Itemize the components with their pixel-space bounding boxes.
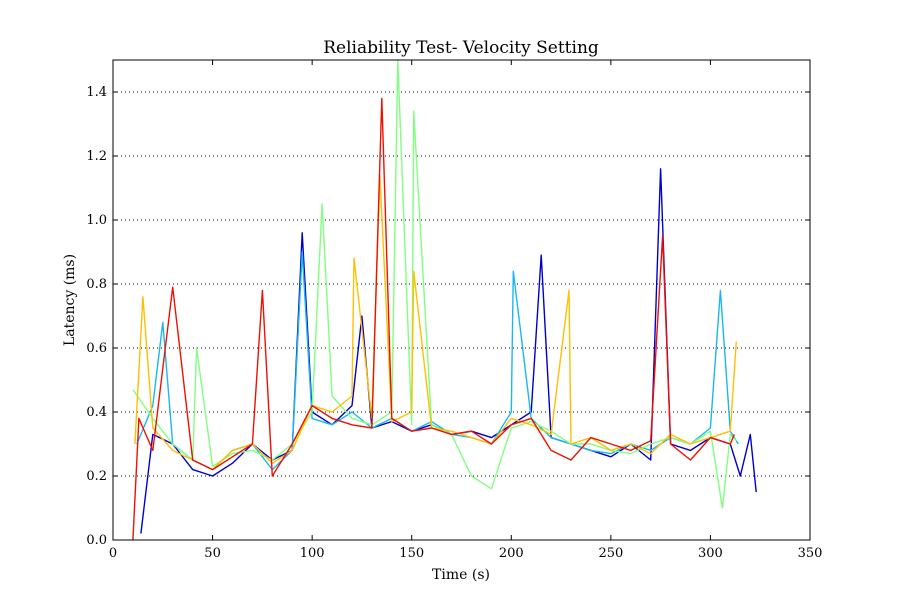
x-tick-label: 200	[499, 546, 524, 561]
y-axis-label: Latency (ms)	[62, 254, 78, 346]
y-tick-label: 1.2	[86, 149, 107, 164]
axis-ticks: 0.0 0.2 0.4 0.6 0.8 1.0 1.2 1.4 0 50 100 150 200 250 3…	[86, 60, 822, 561]
x-tick-label: 100	[300, 546, 325, 561]
y-tick-label: 0.6	[86, 341, 107, 356]
x-tick-label: 50	[204, 546, 221, 561]
series-lines	[132, 59, 757, 541]
grid-lines	[113, 91, 810, 477]
y-tick-label: 0.4	[86, 405, 107, 420]
chart-title: Reliability Test- Velocity Setting	[323, 38, 599, 58]
series-line-4	[134, 174, 737, 471]
y-tick-label: 0.2	[86, 469, 107, 484]
series-line-5	[132, 97, 735, 541]
y-tick-label: 1.4	[86, 85, 107, 100]
x-tick-label: 350	[798, 546, 823, 561]
series-line-3	[132, 59, 737, 509]
x-tick-label: 0	[109, 546, 117, 561]
plot-frame	[112, 59, 811, 541]
x-tick-label: 300	[698, 546, 723, 561]
x-tick-label: 150	[399, 546, 424, 561]
y-tick-label: 0.8	[86, 277, 107, 292]
x-axis-label: Time (s)	[432, 567, 490, 583]
y-tick-label: 0.0	[86, 533, 107, 548]
x-tick-label: 250	[598, 546, 623, 561]
y-tick-label: 1.0	[86, 213, 107, 228]
